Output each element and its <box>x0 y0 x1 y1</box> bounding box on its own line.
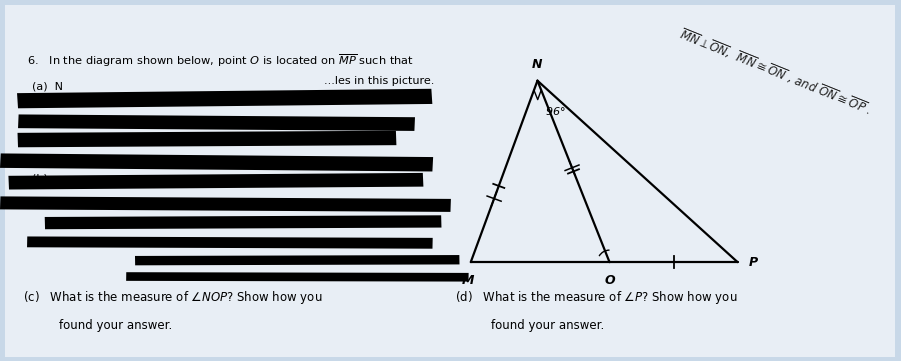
Bar <box>18 114 415 131</box>
Text: (c)   What is the measure of $\angle NOP$? Show how you: (c) What is the measure of $\angle NOP$?… <box>23 289 322 306</box>
Bar <box>17 131 396 147</box>
Text: (a)  N: (a) N <box>32 81 62 91</box>
Text: O: O <box>605 274 614 287</box>
Text: (b): (b) <box>32 173 47 183</box>
Bar <box>45 215 441 229</box>
Text: 96$\degree$: 96$\degree$ <box>545 105 566 117</box>
Text: N: N <box>532 58 542 71</box>
Text: found your answer.: found your answer. <box>59 319 172 332</box>
Bar <box>126 272 469 282</box>
Bar <box>17 89 432 108</box>
Bar <box>135 255 460 265</box>
Bar <box>0 196 450 212</box>
Text: $\overline{MN}\perp\overline{ON}$,  $\overline{MN}\cong\overline{ON}$ , and $\ov: $\overline{MN}\perp\overline{ON}$, $\ove… <box>677 25 874 118</box>
FancyBboxPatch shape <box>5 5 895 357</box>
Text: M: M <box>462 274 474 287</box>
Text: (d)   What is the measure of $\angle P$? Show how you: (d) What is the measure of $\angle P$? S… <box>455 289 737 306</box>
Text: P: P <box>748 256 758 269</box>
Text: found your answer.: found your answer. <box>491 319 605 332</box>
Bar <box>27 236 432 249</box>
Text: ...les in this picture.: ...les in this picture. <box>324 76 435 86</box>
Text: 6.   In the diagram shown below, point $O$ is located on $\overline{MP}$ such th: 6. In the diagram shown below, point $O$… <box>27 52 414 69</box>
Bar <box>0 153 433 171</box>
Bar <box>8 173 423 190</box>
